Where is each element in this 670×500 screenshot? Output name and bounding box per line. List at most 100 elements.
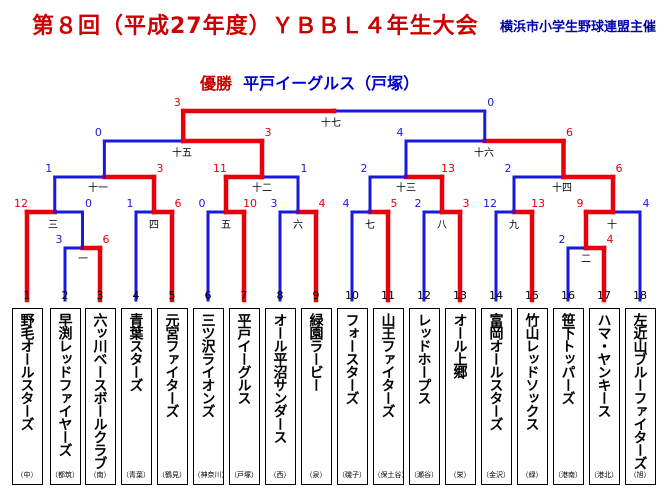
- team-box: 山王ファイターズ （保土谷）: [372, 308, 409, 485]
- team-number: 17: [597, 289, 611, 302]
- team-area: （栄）: [449, 471, 471, 479]
- team-area: （都筑）: [51, 471, 79, 479]
- team-number: 13: [453, 289, 467, 302]
- team-area: （港北）: [590, 471, 618, 479]
- score-label: 3: [56, 233, 63, 246]
- score-label: 3: [174, 96, 181, 109]
- team-box: 元宮ファイターズ （鶴見）: [156, 308, 188, 485]
- team-number: 15: [525, 289, 539, 302]
- team-area: （緑）: [521, 471, 543, 479]
- team-number: 16: [561, 289, 575, 302]
- game-id-label: 二: [581, 254, 591, 265]
- score-label: 2: [361, 162, 368, 175]
- team-area: （南）: [89, 471, 111, 479]
- game-id-label: 八: [437, 220, 447, 231]
- team-area: （保土谷）: [373, 471, 409, 479]
- team-number: 8: [276, 289, 284, 302]
- score-label: 1: [127, 197, 134, 210]
- score-label: 2: [415, 197, 422, 210]
- score-label: 3: [271, 197, 278, 210]
- team-name: 富岡オールスターズ: [487, 313, 504, 430]
- team-name: 早渕レッドファイヤーズ: [56, 313, 73, 456]
- score-label: 6: [566, 126, 573, 139]
- score-label: 6: [616, 162, 623, 175]
- game-id-label: 十二: [252, 181, 272, 194]
- team-number: 4: [132, 289, 140, 302]
- champion-label: 優勝: [200, 74, 233, 93]
- score-label: 2: [559, 233, 566, 246]
- game-id-label: 十: [607, 218, 617, 231]
- team-area: （金沢）: [482, 471, 510, 479]
- team-name: オール平沼サンダース: [271, 313, 288, 443]
- team-area: （旭）: [629, 471, 651, 479]
- score-label: 13: [531, 197, 545, 210]
- score-label: 5: [391, 197, 398, 210]
- team-box: ハマ・ヤンキース （港北）: [588, 308, 620, 485]
- team-area: （神奈川）: [193, 471, 229, 479]
- team-box: オール平沼サンダース （西）: [264, 308, 296, 485]
- team-name: 竹山レッドソックス: [523, 313, 540, 430]
- team-box: 富岡オールスターズ （金沢）: [480, 308, 512, 485]
- team-area: （磯子）: [338, 471, 366, 479]
- game-id-label: 七: [365, 219, 375, 231]
- team-name: 青葉スターズ: [127, 313, 144, 391]
- team-number: 1: [23, 289, 31, 302]
- score-label: 0: [95, 126, 102, 139]
- game-id-label: 四: [149, 220, 159, 231]
- team-box: 左近山ブルーファイターズ （旭）: [624, 308, 656, 485]
- team-area: （瀬谷）: [410, 471, 438, 479]
- game-id-label: 十三: [396, 181, 416, 194]
- team-number: 7: [240, 289, 248, 302]
- team-box: 三ツ沢ライオンズ （神奈川）: [192, 308, 229, 485]
- team-name: 野毛オールスターズ: [18, 313, 35, 430]
- game-id-label: 三: [48, 220, 58, 231]
- score-label: 0: [199, 197, 206, 210]
- team-area: （中）: [16, 471, 38, 479]
- score-label: 0: [487, 96, 494, 109]
- score-label: 4: [397, 126, 404, 139]
- team-name: 元宮ファイターズ: [163, 313, 180, 417]
- team-name: 平戸イーグルス: [235, 313, 252, 404]
- game-id-label: 十七: [321, 116, 341, 129]
- score-label: 9: [577, 197, 584, 210]
- team-number: 12: [417, 289, 431, 302]
- team-box: 平戸イーグルス （戸塚）: [228, 308, 260, 485]
- team-name: ハマ・ヤンキース: [595, 313, 612, 417]
- team-box: フォースターズ （磯子）: [336, 308, 368, 485]
- champion-banner: 優勝 平戸イーグルス（戸塚）: [200, 70, 419, 94]
- game-id-label: 九: [509, 219, 519, 231]
- team-box: 野毛オールスターズ （中）: [11, 308, 43, 485]
- organizer-label: 横浜市小学生野球連盟主催: [499, 20, 656, 35]
- score-label: 1: [45, 162, 52, 175]
- team-name: 緑園ラービー: [307, 313, 324, 391]
- team-box: 笹下トッパーズ （港南）: [552, 308, 584, 485]
- game-id-label: 一: [78, 254, 88, 265]
- score-label: 2: [505, 162, 512, 175]
- score-label: 3: [157, 162, 164, 175]
- score-label: 4: [319, 197, 326, 210]
- score-label: 4: [343, 197, 350, 210]
- team-area: （青葉）: [122, 471, 150, 479]
- team-area: （西）: [269, 471, 291, 479]
- team-number: 5: [168, 289, 176, 302]
- score-label: 6: [175, 197, 182, 210]
- page-title: 第８回（平成27年度）ＹＢＢＬ４年生大会: [32, 14, 479, 39]
- team-name: 三ツ沢ライオンズ: [199, 313, 216, 417]
- team-name: 左近山ブルーファイターズ: [631, 313, 648, 469]
- team-box: 緑園ラービー （泉）: [300, 308, 332, 485]
- team-number: 9: [312, 289, 320, 302]
- score-label: 4: [643, 197, 650, 210]
- team-area: （鶴見）: [158, 471, 186, 479]
- team-name: フォースターズ: [343, 313, 360, 404]
- game-id-label: 十五: [172, 146, 192, 159]
- team-name: 笹下トッパーズ: [559, 313, 576, 404]
- score-label: 1: [301, 162, 308, 175]
- team-box: レッドホープス （瀬谷）: [408, 308, 440, 485]
- team-box: オール上郷 （栄）: [444, 308, 476, 485]
- team-name: 六ッ川ベースボールクラブ: [91, 313, 108, 469]
- team-number: 10: [345, 289, 359, 302]
- game-id-label: 十六: [474, 146, 494, 159]
- team-number: 2: [61, 289, 69, 302]
- score-label: 13: [441, 162, 455, 175]
